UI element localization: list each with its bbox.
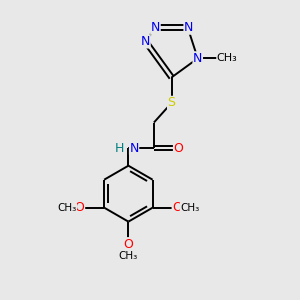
Text: N: N xyxy=(151,21,160,34)
Text: CH₃: CH₃ xyxy=(217,53,238,63)
Text: O: O xyxy=(172,201,182,214)
Text: N: N xyxy=(184,21,194,34)
Text: N: N xyxy=(193,52,202,65)
Text: H: H xyxy=(115,142,124,154)
Text: S: S xyxy=(168,96,176,110)
Text: CH₃: CH₃ xyxy=(119,251,138,261)
Text: N: N xyxy=(141,35,150,48)
Text: O: O xyxy=(173,142,183,154)
Text: N: N xyxy=(129,142,139,154)
Text: O: O xyxy=(124,238,133,251)
Text: O: O xyxy=(75,201,85,214)
Text: CH₃: CH₃ xyxy=(57,203,76,213)
Text: CH₃: CH₃ xyxy=(180,203,200,213)
